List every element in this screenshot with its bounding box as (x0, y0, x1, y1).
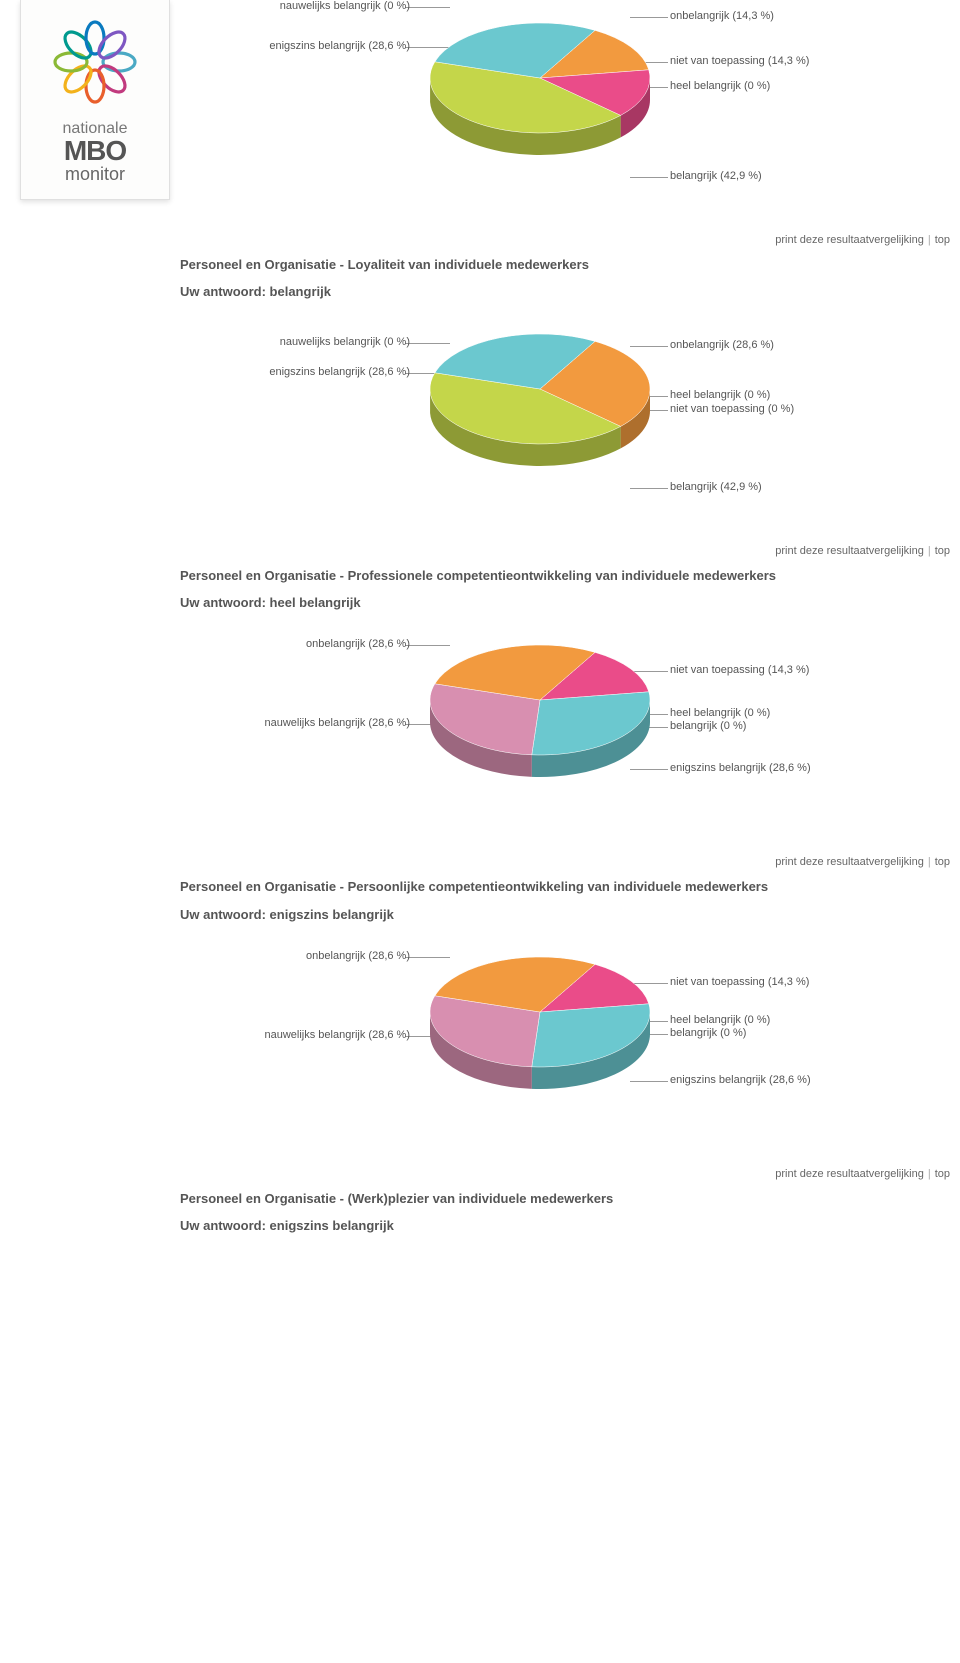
chart-label-right: belangrijk (42,9 %) (670, 170, 762, 182)
question-title: Personeel en Organisatie - Persoonlijke … (180, 878, 800, 896)
chart-label-right: heel belangrijk (0 %) (670, 707, 770, 719)
result-footer-links: print deze resultaatvergelijking | top (180, 545, 950, 557)
result-section: nauwelijks belangrijk (0 %) enigszins bel… (180, 0, 950, 246)
pie-holder (420, 329, 660, 475)
logo-badge: nationale MBO monitor (20, 0, 170, 200)
chart-label-left: nauwelijks belangrijk (28,6 %) (264, 1029, 410, 1041)
chart-label-left: onbelangrijk (28,6 %) (306, 638, 410, 650)
result-section: Personeel en Organisatie - (Werk)plezier… (180, 1190, 950, 1233)
result-section: Personeel en Organisatie - Persoonlijke … (180, 878, 950, 1179)
chart-label-right: niet van toepassing (14,3 %) (670, 976, 809, 988)
chart-label-right: enigszins belangrijk (28,6 %) (670, 1074, 811, 1086)
top-link[interactable]: top (935, 1168, 950, 1180)
chart-label-right: niet van toepassing (14,3 %) (670, 55, 809, 67)
chart-label-right: heel belangrijk (0 %) (670, 80, 770, 92)
question-title: Personeel en Organisatie - Loyaliteit va… (180, 256, 800, 274)
logo-flower-icon (45, 12, 145, 112)
chart-label-left: enigszins belangrijk (28,6 %) (269, 40, 410, 52)
your-answer: Uw antwoord: enigszins belangrijk (180, 907, 950, 922)
result-footer-links: print deze resultaatvergelijking | top (180, 856, 950, 868)
separator: | (928, 545, 931, 557)
chart-label-right: onbelangrijk (14,3 %) (670, 10, 774, 22)
pie-holder (420, 952, 660, 1098)
print-link[interactable]: print deze resultaatvergelijking (775, 234, 924, 246)
pie-chart: nauwelijks belangrijk (0 %) enigszins bel… (180, 311, 950, 541)
chart-label-right: heel belangrijk (0 %) (670, 389, 770, 401)
result-section: Personeel en Organisatie - Professionele… (180, 567, 950, 868)
top-link[interactable]: top (935, 856, 950, 868)
print-link[interactable]: print deze resultaatvergelijking (775, 856, 924, 868)
chart-label-right: onbelangrijk (28,6 %) (670, 339, 774, 351)
pie-holder (420, 18, 660, 164)
result-footer-links: print deze resultaatvergelijking | top (180, 234, 950, 246)
chart-label-right: heel belangrijk (0 %) (670, 1014, 770, 1026)
chart-label-right: belangrijk (42,9 %) (670, 481, 762, 493)
logo-line2: MBO (31, 137, 159, 165)
separator: | (928, 856, 931, 868)
pie-holder (420, 640, 660, 786)
chart-label-left: nauwelijks belangrijk (28,6 %) (264, 717, 410, 729)
chart-label-left: onbelangrijk (28,6 %) (306, 950, 410, 962)
print-link[interactable]: print deze resultaatvergelijking (775, 545, 924, 557)
result-section: Personeel en Organisatie - Loyaliteit va… (180, 256, 950, 557)
chart-label-right: belangrijk (0 %) (670, 1027, 746, 1039)
leader-line (630, 488, 668, 489)
leader-line (630, 177, 668, 178)
separator: | (928, 1168, 931, 1180)
top-link[interactable]: top (935, 545, 950, 557)
pie-chart: nauwelijks belangrijk (0 %) enigszins bel… (180, 0, 950, 230)
result-footer-links: print deze resultaatvergelijking | top (180, 1168, 950, 1180)
chart-label-right: enigszins belangrijk (28,6 %) (670, 762, 811, 774)
question-title: Personeel en Organisatie - (Werk)plezier… (180, 1190, 800, 1208)
your-answer: Uw antwoord: enigszins belangrijk (180, 1218, 950, 1233)
your-answer: Uw antwoord: belangrijk (180, 284, 950, 299)
pie-chart: onbelangrijk (28,6 %) nauwelijks belangri… (180, 622, 950, 852)
chart-label-left: nauwelijks belangrijk (0 %) (280, 336, 410, 348)
chart-label-right: belangrijk (0 %) (670, 720, 746, 732)
chart-label-right: niet van toepassing (0 %) (670, 403, 794, 415)
chart-label-left: enigszins belangrijk (28,6 %) (269, 366, 410, 378)
separator: | (928, 234, 931, 246)
leader-line (405, 7, 450, 8)
print-link[interactable]: print deze resultaatvergelijking (775, 1168, 924, 1180)
logo-line3: monitor (31, 165, 159, 183)
your-answer: Uw antwoord: heel belangrijk (180, 595, 950, 610)
logo-text: nationale MBO monitor (31, 121, 159, 183)
chart-label-right: niet van toepassing (14,3 %) (670, 664, 809, 676)
question-title: Personeel en Organisatie - Professionele… (180, 567, 800, 585)
pie-chart: onbelangrijk (28,6 %) nauwelijks belangri… (180, 934, 950, 1164)
chart-label-left: nauwelijks belangrijk (0 %) (280, 0, 410, 12)
top-link[interactable]: top (935, 234, 950, 246)
